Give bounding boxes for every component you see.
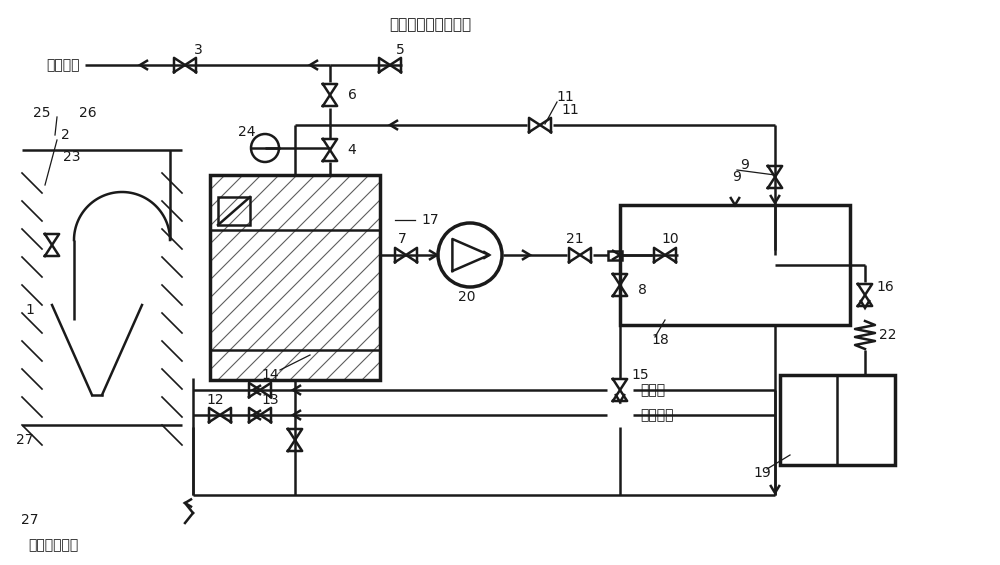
Text: 9: 9 xyxy=(733,170,741,184)
Bar xyxy=(780,375,895,465)
Text: 25: 25 xyxy=(33,106,51,120)
Text: 26: 26 xyxy=(79,106,97,120)
Text: 22: 22 xyxy=(879,328,897,342)
Text: 21: 21 xyxy=(566,232,584,246)
Text: 13: 13 xyxy=(261,393,279,407)
Text: 27: 27 xyxy=(21,513,39,527)
Text: 27: 27 xyxy=(16,433,34,447)
Text: 12: 12 xyxy=(206,393,224,407)
Text: 18: 18 xyxy=(651,333,669,347)
Text: 23: 23 xyxy=(63,150,81,164)
Text: 4: 4 xyxy=(348,143,356,157)
Text: 24: 24 xyxy=(238,125,256,139)
Text: 2: 2 xyxy=(61,128,69,142)
Text: 10: 10 xyxy=(661,232,679,246)
Text: 3: 3 xyxy=(194,43,202,57)
Text: 16: 16 xyxy=(876,280,894,294)
Text: 去低放槽: 去低放槽 xyxy=(46,58,80,72)
Text: 5: 5 xyxy=(396,43,404,57)
Text: 15: 15 xyxy=(631,368,649,382)
Text: 1: 1 xyxy=(26,303,34,317)
Text: 20: 20 xyxy=(458,290,476,304)
Text: 除盐水: 除盐水 xyxy=(640,383,665,397)
Text: 14: 14 xyxy=(261,368,279,382)
Text: 7: 7 xyxy=(398,232,406,246)
Text: 低放废树脂收集总管: 低放废树脂收集总管 xyxy=(389,18,471,33)
Bar xyxy=(608,250,622,259)
Bar xyxy=(620,205,850,325)
Text: 8: 8 xyxy=(638,283,646,297)
Bar xyxy=(218,197,250,225)
Text: 6: 6 xyxy=(348,88,356,102)
Text: 11: 11 xyxy=(556,90,574,104)
Text: 17: 17 xyxy=(421,213,439,227)
Text: 19: 19 xyxy=(753,466,771,480)
Text: 11: 11 xyxy=(561,103,579,117)
Text: 9: 9 xyxy=(741,158,749,172)
Text: 废水收集系统: 废水收集系统 xyxy=(28,538,78,552)
Bar xyxy=(210,175,380,380)
Text: 压缩空气: 压缩空气 xyxy=(640,408,674,422)
